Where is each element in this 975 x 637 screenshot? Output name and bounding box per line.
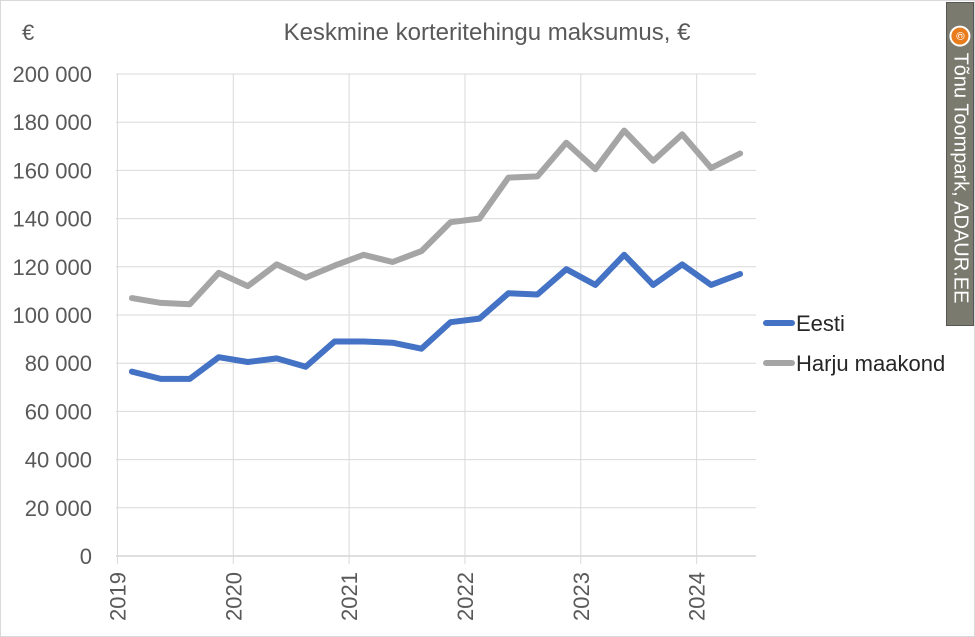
gridlines [116,73,756,564]
data-point [681,263,683,265]
data-point [421,348,423,350]
credit-box: © Tõnu Toompark, ADAUR.EE [946,2,974,326]
x-tick-label: 2021 [337,572,362,621]
y-unit-label: € [22,20,34,45]
series-line-harju-maakond [128,127,744,308]
data-point [449,321,451,323]
legend-label: Eesti [796,311,845,336]
data-point [507,292,509,294]
copyright-icon: © [949,25,971,47]
y-tick-label: 200 000 [12,62,92,87]
data-point [305,277,307,279]
data-point [160,378,162,380]
data-point [565,142,567,144]
data-point [392,342,394,344]
x-axis: 2019 2020 2021 2022 2023 2024 [105,572,709,621]
data-point [739,153,741,155]
y-tick-label: 100 000 [12,303,92,328]
y-tick-label: 120 000 [12,255,92,280]
data-point [189,378,191,380]
data-point [594,168,596,170]
data-point [623,254,625,256]
y-tick-label: 140 000 [12,207,92,232]
data-point [131,371,133,373]
data-point [218,356,220,358]
data-point [276,263,278,265]
legend-label: Harju maakond [796,351,945,376]
data-point [305,366,307,368]
chart-title: Keskmine korteritehingu maksumus, € [284,19,691,46]
data-point [334,341,336,343]
data-point [449,221,451,223]
data-point [160,302,162,304]
y-axis: 0 20 000 40 000 60 000 80 000 100 000 120 000 1… [12,62,92,569]
data-point [739,273,741,275]
series-line-eesti [128,251,744,382]
data-point [131,297,133,299]
data-point [363,254,365,256]
y-tick-label: 160 000 [12,158,92,183]
y-tick-label: 20 000 [25,496,92,521]
data-point [478,218,480,220]
data-point [334,265,336,267]
data-point [681,133,683,135]
data-point [218,272,220,274]
credit-text: Tõnu Toompark, ADAUR.EE [949,52,972,303]
x-tick-label: 2024 [685,572,710,621]
data-point [247,361,249,363]
data-point [421,250,423,252]
data-point [623,130,625,132]
x-tick-label: 2020 [221,572,246,621]
data-point [363,341,365,343]
data-point [507,177,509,179]
data-point [536,175,538,177]
y-tick-label: 40 000 [25,448,92,473]
y-tick-label: 60 000 [25,399,92,424]
x-tick-label: 2023 [569,572,594,621]
x-tick-label: 2022 [453,572,478,621]
data-point [189,303,191,305]
data-point [276,357,278,359]
data-point [478,318,480,320]
data-point [594,284,596,286]
data-point [710,284,712,286]
x-tick-label: 2019 [105,572,130,621]
data-point [652,284,654,286]
data-point [565,268,567,270]
legend: Eesti Harju maakond [763,311,945,376]
data-point [652,160,654,162]
data-point [536,294,538,296]
data-point [392,261,394,263]
y-tick-label: 80 000 [25,351,92,376]
data-point [247,285,249,287]
plot-area [128,127,744,382]
y-tick-label: 180 000 [12,110,92,135]
data-point [710,167,712,169]
y-tick-label: 0 [80,544,92,569]
